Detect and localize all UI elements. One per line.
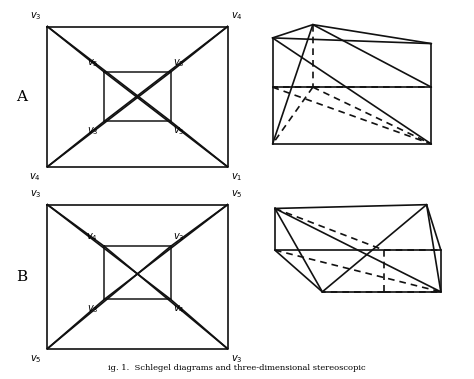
Text: $v_3$: $v_3$ [30,188,41,200]
Text: B: B [16,270,27,283]
Text: $v_4$: $v_4$ [29,171,41,183]
Text: $v_5$: $v_5$ [87,57,98,69]
Text: $v_5$: $v_5$ [231,188,243,200]
Text: ig. 1.  Schlegel diagrams and three-dimensional stereoscopic: ig. 1. Schlegel diagrams and three-dimen… [108,364,366,372]
Text: $v_3$: $v_3$ [87,303,98,315]
Text: $v_3$: $v_3$ [173,232,185,243]
Text: $v_3$: $v_3$ [87,125,98,137]
Text: $v_1$: $v_1$ [231,171,243,183]
Text: $v_3$: $v_3$ [30,10,41,22]
Text: $v_3$: $v_3$ [173,57,185,69]
Text: $v_3$: $v_3$ [231,353,243,365]
Text: $v_4$: $v_4$ [86,232,98,243]
Text: $v_5$: $v_5$ [30,353,41,365]
Text: $v_4$: $v_4$ [173,303,185,315]
Text: $v_5$: $v_5$ [173,125,185,137]
Text: A: A [16,90,27,103]
Text: $v_4$: $v_4$ [231,10,243,22]
